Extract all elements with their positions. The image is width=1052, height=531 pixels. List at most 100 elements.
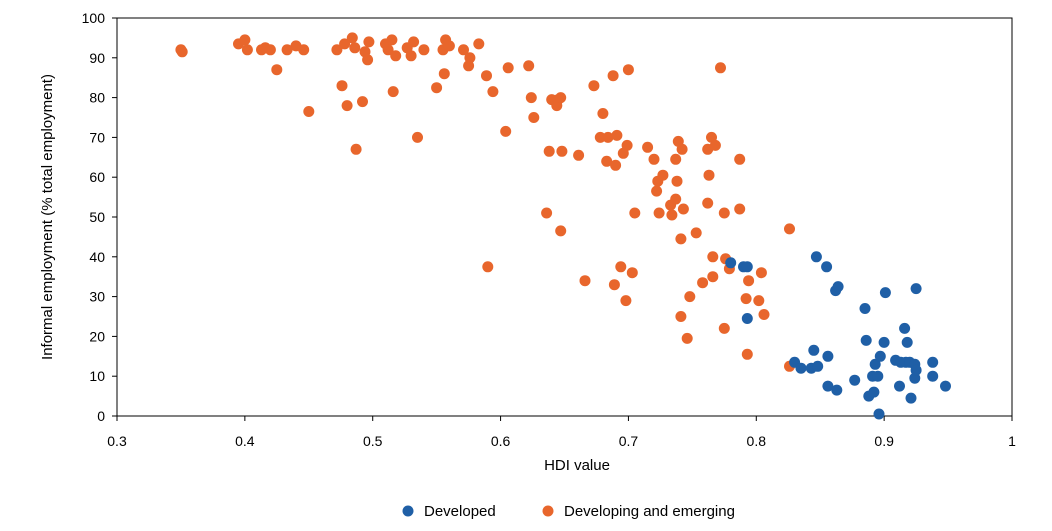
developing-point bbox=[666, 209, 678, 221]
developing-point bbox=[709, 139, 721, 151]
legend-marker-developed bbox=[402, 505, 414, 517]
y-tick-label: 70 bbox=[89, 129, 105, 145]
developed-point bbox=[808, 344, 820, 356]
developing-point bbox=[594, 131, 606, 143]
developing-point bbox=[482, 261, 494, 273]
developing-point bbox=[626, 267, 638, 279]
developed-point bbox=[878, 336, 890, 348]
developed-point bbox=[741, 313, 753, 324]
developing-point bbox=[675, 311, 687, 322]
developing-point bbox=[523, 60, 535, 72]
x-tick-label: 0.4 bbox=[235, 433, 255, 449]
developing-point bbox=[382, 44, 394, 56]
developing-point bbox=[390, 50, 402, 62]
developing-point bbox=[500, 125, 512, 137]
developed-point bbox=[894, 380, 905, 392]
developing-point bbox=[525, 92, 537, 104]
developing-point bbox=[588, 80, 600, 92]
developed-point bbox=[859, 303, 871, 314]
developed-point bbox=[874, 350, 886, 362]
developing-point bbox=[239, 34, 251, 46]
developing-point bbox=[670, 193, 682, 205]
developing-point bbox=[740, 293, 752, 305]
developing-point bbox=[502, 62, 514, 74]
developing-point bbox=[610, 159, 622, 171]
developing-point bbox=[341, 100, 353, 112]
developed-point bbox=[725, 257, 737, 269]
developing-point bbox=[607, 70, 619, 82]
y-tick-label: 60 bbox=[89, 169, 105, 185]
developing-point bbox=[303, 106, 315, 117]
developing-point bbox=[481, 70, 492, 82]
legend-label-developed: Developed bbox=[424, 503, 496, 520]
developing-point bbox=[431, 82, 443, 94]
developing-point bbox=[734, 203, 746, 215]
developing-point bbox=[707, 251, 719, 263]
developing-point bbox=[702, 197, 714, 209]
developing-point bbox=[602, 131, 614, 143]
developed-point bbox=[868, 386, 880, 398]
developing-point bbox=[707, 271, 719, 283]
developing-point bbox=[458, 44, 469, 56]
developing-point bbox=[405, 50, 417, 62]
developed-point bbox=[821, 261, 833, 273]
developing-point bbox=[555, 225, 567, 237]
developing-point bbox=[387, 86, 399, 98]
developing-point bbox=[755, 267, 767, 279]
x-tick-label: 0.9 bbox=[874, 433, 894, 449]
developed-point bbox=[927, 370, 939, 382]
developing-point bbox=[597, 108, 609, 119]
developing-point bbox=[622, 64, 634, 76]
developing-point bbox=[473, 38, 485, 50]
developing-point bbox=[703, 169, 715, 181]
developing-point bbox=[608, 279, 620, 291]
y-axis-title: Informal employment (% total employment) bbox=[39, 74, 56, 360]
y-tick-label: 10 bbox=[89, 368, 105, 384]
developing-point bbox=[349, 42, 361, 54]
developing-point bbox=[741, 348, 753, 360]
developing-point bbox=[176, 46, 188, 58]
developing-point bbox=[675, 233, 687, 245]
developing-point bbox=[684, 291, 696, 303]
developing-point bbox=[715, 62, 726, 74]
developed-point bbox=[901, 336, 913, 348]
developing-point bbox=[621, 139, 633, 151]
x-tick-label: 1 bbox=[1008, 433, 1016, 449]
developing-point bbox=[408, 36, 420, 48]
developing-point bbox=[357, 96, 368, 108]
developing-point bbox=[677, 203, 689, 215]
x-tick-label: 0.7 bbox=[619, 433, 639, 449]
developing-point bbox=[443, 40, 455, 52]
developing-point bbox=[541, 207, 553, 219]
developing-point bbox=[339, 38, 351, 50]
y-tick-label: 50 bbox=[89, 209, 105, 225]
y-tick-label: 100 bbox=[82, 10, 106, 26]
developing-point bbox=[734, 153, 746, 165]
developed-point bbox=[872, 370, 884, 382]
developed-point bbox=[810, 251, 822, 263]
developed-point bbox=[869, 358, 881, 370]
developing-point bbox=[281, 44, 293, 56]
legend-label-developing: Developing and emerging bbox=[564, 503, 735, 520]
developed-point bbox=[899, 322, 911, 334]
developing-point bbox=[438, 68, 450, 80]
legend: Developed Developing and emerging bbox=[402, 503, 735, 520]
developed-point bbox=[822, 380, 834, 392]
developing-point bbox=[784, 223, 795, 235]
developing-point bbox=[264, 44, 276, 56]
developing-point bbox=[336, 80, 348, 92]
developing-point bbox=[362, 54, 374, 66]
developed-point bbox=[822, 350, 834, 362]
developed-point bbox=[812, 360, 824, 372]
developing-point bbox=[601, 155, 613, 167]
developed-point bbox=[905, 392, 917, 404]
developing-point bbox=[555, 92, 567, 104]
y-tick-label: 0 bbox=[97, 408, 105, 424]
developed-point bbox=[741, 261, 753, 273]
developing-point bbox=[464, 52, 476, 64]
developing-point bbox=[681, 332, 693, 344]
developing-point bbox=[670, 153, 682, 165]
developed-point bbox=[910, 283, 922, 295]
x-axis-title: HDI value bbox=[544, 457, 610, 474]
